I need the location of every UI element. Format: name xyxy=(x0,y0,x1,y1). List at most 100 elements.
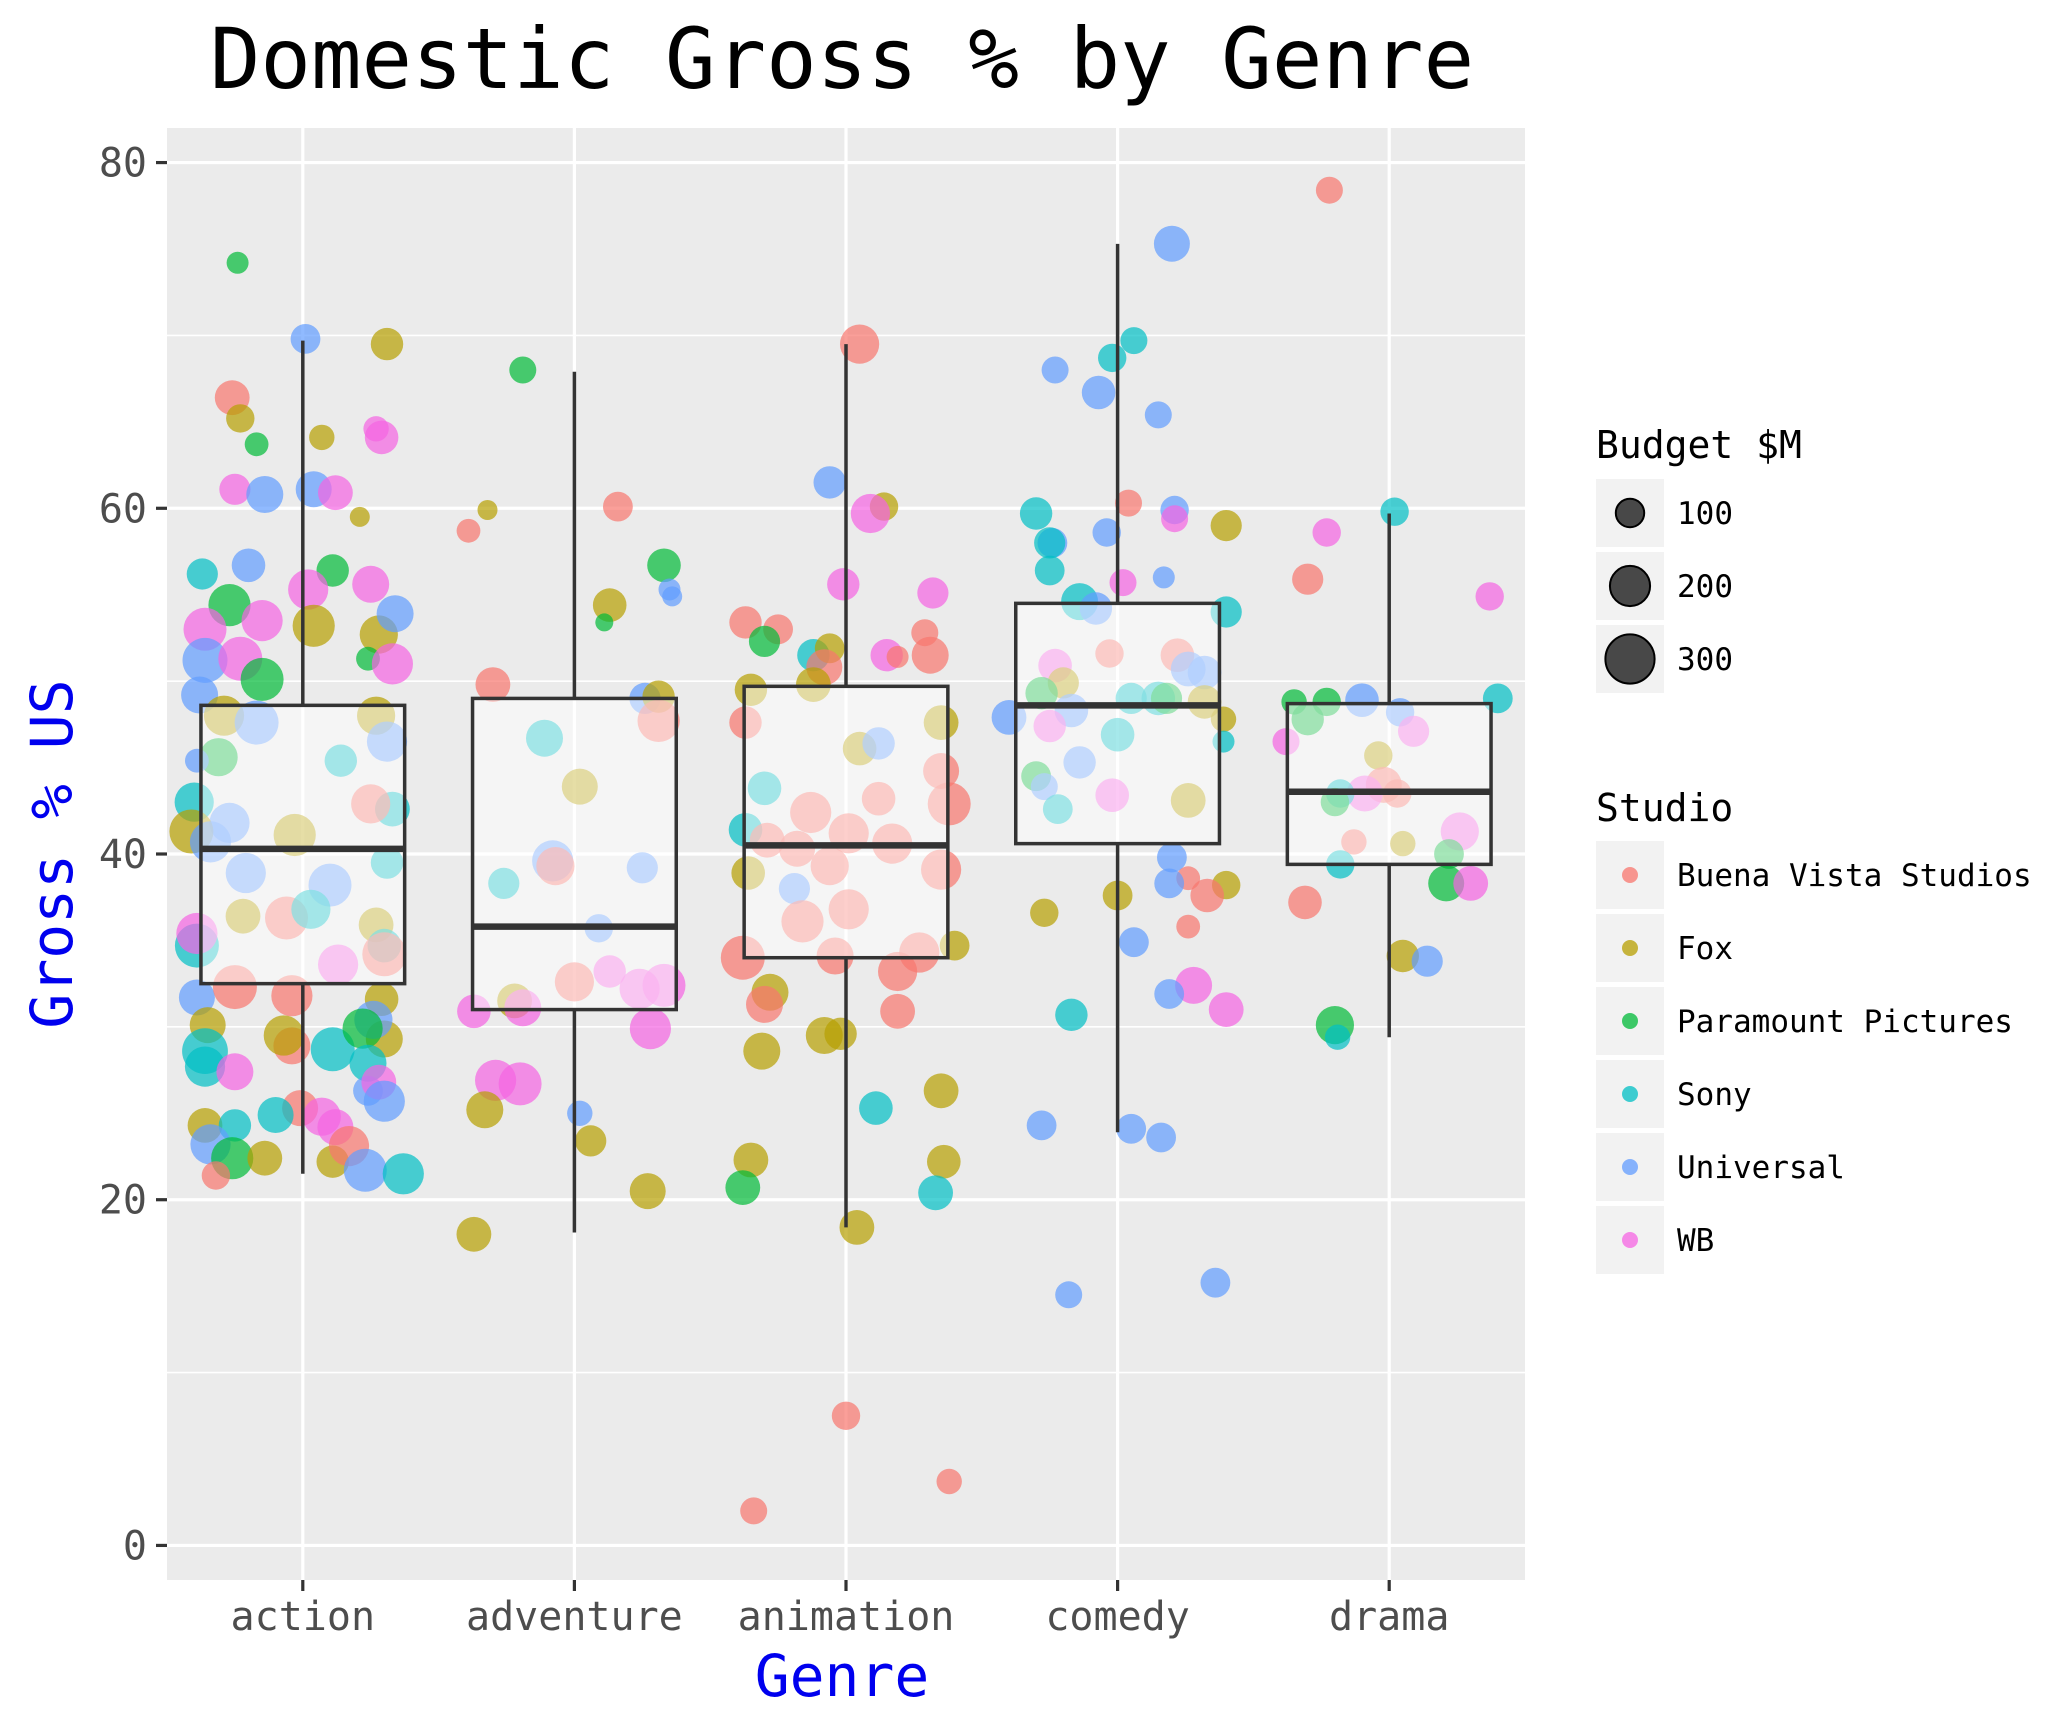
point-universal xyxy=(246,476,284,513)
legend-label-fox: Fox xyxy=(1677,931,1733,967)
point-fox xyxy=(927,1144,961,1179)
point-fox xyxy=(292,604,335,647)
point-wb xyxy=(1453,866,1489,901)
point-wb xyxy=(827,568,860,601)
point-buena-vista-studios xyxy=(456,518,481,543)
point-fox xyxy=(743,1032,781,1070)
point-fox xyxy=(456,1216,492,1252)
y-tick-label: 40 xyxy=(99,832,147,878)
point-universal xyxy=(290,324,321,354)
legend-color-swatch xyxy=(1622,1086,1638,1102)
legend-color-swatch xyxy=(1622,940,1638,956)
point-wb xyxy=(183,607,227,651)
point-universal xyxy=(1144,401,1172,429)
legend-color-swatch xyxy=(1622,867,1638,883)
point-fox xyxy=(733,1142,769,1178)
point-wb xyxy=(498,1062,542,1106)
x-axis-title: Genre xyxy=(755,1642,930,1709)
x-tick-label-comedy: comedy xyxy=(1045,1594,1190,1640)
x-tick-label-animation: animation xyxy=(738,1594,955,1640)
legend-label-wb: WB xyxy=(1677,1223,1714,1259)
boxplot-action xyxy=(199,340,407,1174)
point-paramount-pictures xyxy=(226,251,249,274)
point-sony xyxy=(1019,497,1053,530)
legend-color-swatch xyxy=(1622,1159,1638,1175)
box-iqr xyxy=(199,703,407,986)
legend-studio-title: Studio xyxy=(1596,786,1733,830)
point-fox xyxy=(477,500,498,520)
point-universal xyxy=(182,637,228,683)
point-buena-vista-studios xyxy=(1190,878,1224,913)
point-wb xyxy=(288,569,329,610)
point-universal xyxy=(1154,868,1185,899)
point-wb xyxy=(219,473,251,505)
point-buena-vista-studios xyxy=(880,993,915,1029)
point-universal xyxy=(376,595,414,633)
point-wb xyxy=(1109,569,1137,597)
legend-size-label: 300 xyxy=(1677,642,1733,678)
point-wb xyxy=(371,643,413,685)
x-tick-label-adventure: adventure xyxy=(466,1594,683,1640)
point-sony xyxy=(1380,497,1409,526)
point-buena-vista-studios xyxy=(201,1161,231,1190)
point-fox xyxy=(226,404,255,433)
point-universal xyxy=(363,1080,405,1122)
point-paramount-pictures xyxy=(240,657,284,701)
point-wb xyxy=(917,577,949,609)
point-sony xyxy=(1034,527,1066,559)
boxplot-adventure xyxy=(470,371,678,1233)
box-iqr xyxy=(1014,601,1222,846)
boxplot-drama xyxy=(1285,513,1493,1038)
legend-size-label: 200 xyxy=(1677,569,1733,605)
point-universal xyxy=(231,548,266,583)
point-buena-vista-studios xyxy=(831,1401,861,1431)
point-fox xyxy=(824,1017,857,1050)
point-sony xyxy=(382,1153,424,1195)
boxplot-comedy xyxy=(1014,243,1222,1133)
point-fox xyxy=(629,1173,666,1210)
point-wb xyxy=(241,600,283,642)
point-paramount-pictures xyxy=(748,625,781,658)
box-iqr xyxy=(742,684,950,960)
box-iqr xyxy=(1285,701,1493,867)
y-tick-label: 0 xyxy=(123,1523,147,1569)
point-sony xyxy=(1120,327,1148,355)
point-wb xyxy=(364,420,399,455)
point-wb xyxy=(850,493,891,534)
point-sony xyxy=(186,558,218,590)
x-axis: action adventure animation comedy drama xyxy=(231,1580,1449,1640)
point-wb xyxy=(1312,518,1341,547)
point-paramount-pictures xyxy=(509,356,537,384)
point-buena-vista-studios xyxy=(840,324,880,364)
point-universal xyxy=(1116,1113,1147,1144)
point-wb xyxy=(629,1008,672,1050)
legend-studio: Studio Buena Vista Studios Fox Paramount P… xyxy=(1596,786,2032,1274)
point-wb xyxy=(1175,966,1213,1004)
legend-label-universal: Universal xyxy=(1677,1150,1845,1186)
point-universal xyxy=(343,1148,387,1192)
point-universal xyxy=(1041,356,1069,384)
chart-title: Domestic Gross % by Genre xyxy=(210,10,1474,108)
point-paramount-pictures xyxy=(244,432,269,457)
point-fox xyxy=(1210,509,1242,542)
point-buena-vista-studios xyxy=(936,1468,962,1495)
point-wb xyxy=(318,475,353,511)
point-universal xyxy=(178,979,215,1016)
point-buena-vista-studios xyxy=(740,1497,768,1525)
x-tick-label-action: action xyxy=(231,1594,376,1640)
point-fox xyxy=(592,588,627,622)
point-universal xyxy=(662,586,683,607)
box-iqr xyxy=(470,696,678,1012)
point-universal xyxy=(1157,842,1187,873)
point-universal xyxy=(1153,225,1190,262)
point-buena-vista-studios xyxy=(746,985,783,1023)
legend-size-swatch xyxy=(1604,633,1656,685)
point-buena-vista-studios xyxy=(603,491,633,522)
point-fox xyxy=(575,1125,607,1157)
legend-label-paramount-pictures: Paramount Pictures xyxy=(1677,1004,2013,1040)
point-fox xyxy=(1030,898,1059,927)
point-fox xyxy=(370,327,404,361)
legend-size-label: 100 xyxy=(1677,496,1733,532)
point-fox xyxy=(466,1091,504,1129)
point-sony xyxy=(310,1027,355,1072)
